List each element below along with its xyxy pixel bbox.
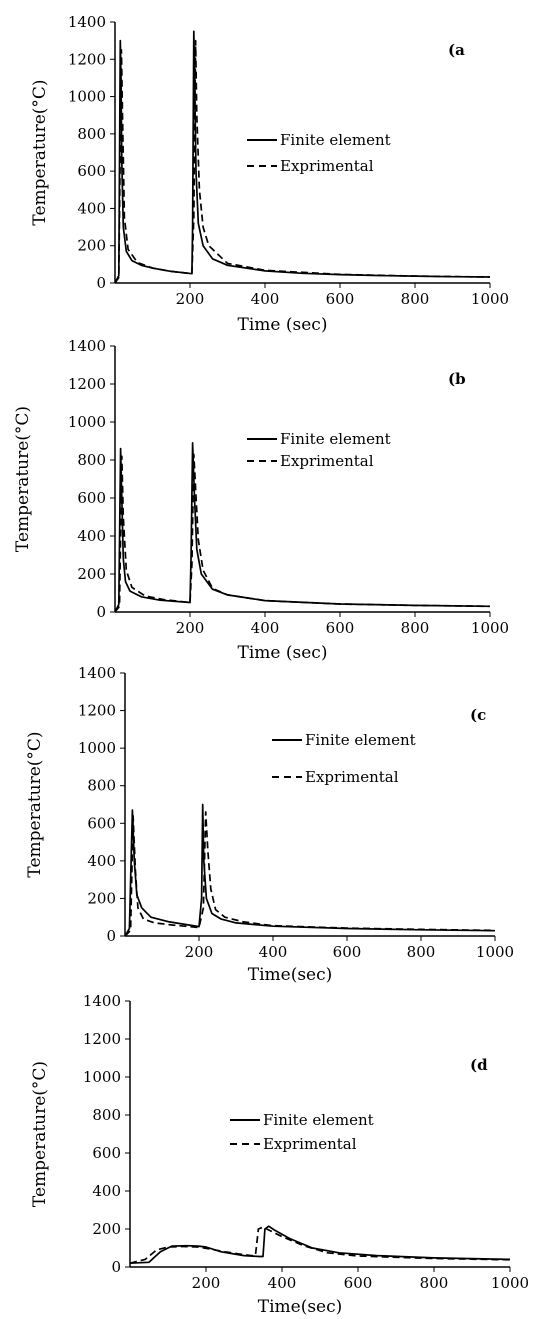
y-tick-label: 1400 bbox=[68, 337, 106, 355]
y-tick-label: 1400 bbox=[83, 992, 121, 1010]
x-tick-label: 600 bbox=[326, 290, 355, 308]
y-axis-title: Temperature(°C) bbox=[30, 1061, 50, 1207]
x-tick-label: 200 bbox=[176, 290, 205, 308]
y-tick-label: 0 bbox=[111, 1258, 121, 1276]
y-tick-label: 0 bbox=[106, 927, 116, 945]
x-axis-title: Time(sec) bbox=[258, 1297, 343, 1317]
panel-label: (b bbox=[448, 370, 466, 388]
y-tick-label: 1000 bbox=[83, 1068, 121, 1086]
panel-label: (c bbox=[470, 706, 486, 724]
y-axis-title: Temperature(°C) bbox=[30, 79, 50, 225]
y-tick-label: 1000 bbox=[68, 413, 106, 431]
chart-panel-4: 0 200 400 600 800 1000 1200 1400 200 400 600 800 100… bbox=[30, 992, 529, 1317]
y-tick-label: 1200 bbox=[78, 702, 116, 720]
x-tick-label: 1000 bbox=[491, 1274, 529, 1292]
y-tick-label: 600 bbox=[87, 814, 116, 832]
y-tick-label: 800 bbox=[87, 777, 116, 795]
y-tick-label: 400 bbox=[77, 527, 106, 545]
y-tick-label: 600 bbox=[77, 162, 106, 180]
y-tick-label: 0 bbox=[96, 274, 106, 292]
y-tick-label: 400 bbox=[92, 1182, 121, 1200]
y-tick-label: 1000 bbox=[68, 88, 106, 106]
y-tick-label: 600 bbox=[77, 489, 106, 507]
legend-label: Exprimental bbox=[280, 157, 374, 175]
x-tick-label: 800 bbox=[401, 619, 430, 637]
x-tick-label: 1000 bbox=[471, 290, 509, 308]
y-tick-label: 1200 bbox=[83, 1030, 121, 1048]
y-tick-label: 1200 bbox=[68, 375, 106, 393]
chart-panel-3: 0 200 400 600 800 1000 1200 1400 200 400 600 800 100… bbox=[25, 664, 514, 985]
series-line-exprimental bbox=[124, 811, 496, 937]
y-tick-label: 1400 bbox=[78, 664, 116, 682]
y-axis-title: Temperature(°C) bbox=[13, 406, 33, 552]
y-tick-label: 800 bbox=[77, 125, 106, 143]
y-tick-label: 1400 bbox=[68, 13, 106, 31]
series-line-exprimental bbox=[114, 453, 491, 613]
y-tick-label: 1000 bbox=[78, 739, 116, 757]
x-tick-label: 200 bbox=[192, 1274, 221, 1292]
y-tick-label: 200 bbox=[87, 889, 116, 907]
series-line-exprimental bbox=[114, 39, 491, 284]
x-tick-label: 800 bbox=[407, 943, 436, 961]
y-axis-title: Temperature(°C) bbox=[25, 731, 45, 877]
x-tick-label: 400 bbox=[251, 290, 280, 308]
y-tick-label: 800 bbox=[92, 1106, 121, 1124]
x-tick-label: 600 bbox=[344, 1274, 373, 1292]
x-axis-title: Time(sec) bbox=[248, 965, 333, 985]
x-tick-label: 200 bbox=[176, 619, 205, 637]
x-tick-label: 800 bbox=[401, 290, 430, 308]
legend-label: Finite element bbox=[263, 1111, 374, 1129]
y-tick-label: 200 bbox=[92, 1220, 121, 1238]
x-tick-label: 1000 bbox=[471, 619, 509, 637]
y-tick-label: 600 bbox=[92, 1144, 121, 1162]
y-tick-label: 0 bbox=[96, 603, 106, 621]
x-tick-label: 600 bbox=[333, 943, 362, 961]
series-line-finite-element bbox=[124, 803, 496, 937]
series-line-finite-element bbox=[129, 1225, 511, 1265]
x-axis-title: Time (sec) bbox=[238, 643, 328, 663]
x-tick-label: 400 bbox=[251, 619, 280, 637]
legend-label: Finite element bbox=[305, 731, 416, 749]
x-tick-label: 600 bbox=[326, 619, 355, 637]
chart-panel-1: 0 200 400 600 800 1000 1200 1400 200 400 600 800 100… bbox=[30, 13, 509, 335]
legend-label: Finite element bbox=[280, 131, 391, 149]
chart-panel-2: 0 200 400 600 800 1000 1200 1400 200 400 600 800 100… bbox=[13, 337, 509, 663]
series-line-exprimental bbox=[129, 1226, 511, 1265]
legend-label: Exprimental bbox=[280, 452, 374, 470]
x-tick-label: 200 bbox=[185, 943, 214, 961]
panel-label: (d bbox=[470, 1056, 488, 1074]
y-tick-label: 200 bbox=[77, 237, 106, 255]
x-tick-label: 800 bbox=[420, 1274, 449, 1292]
x-tick-label: 400 bbox=[259, 943, 288, 961]
x-axis-title: Time (sec) bbox=[238, 315, 328, 335]
legend-label: Exprimental bbox=[305, 768, 399, 786]
x-tick-label: 1000 bbox=[476, 943, 514, 961]
y-tick-label: 400 bbox=[87, 852, 116, 870]
y-tick-label: 1200 bbox=[68, 50, 106, 68]
legend-label: Exprimental bbox=[263, 1135, 357, 1153]
y-tick-label: 200 bbox=[77, 565, 106, 583]
legend-label: Finite element bbox=[280, 430, 391, 448]
x-tick-label: 400 bbox=[268, 1274, 297, 1292]
y-tick-label: 800 bbox=[77, 451, 106, 469]
y-tick-label: 400 bbox=[77, 199, 106, 217]
panel-label: (a bbox=[448, 41, 465, 59]
